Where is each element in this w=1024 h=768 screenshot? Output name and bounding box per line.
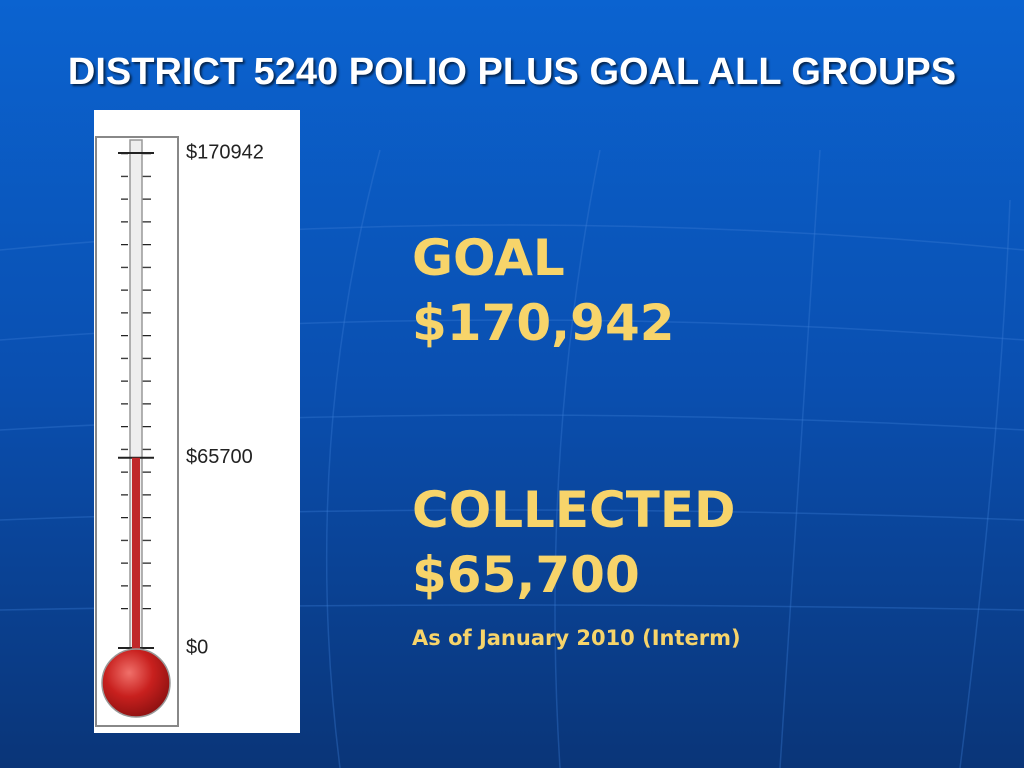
goal-amount: $170,942 (412, 294, 675, 352)
frame (95, 136, 179, 727)
date-note: As of January 2010 (Interm) (412, 626, 741, 650)
tick-label: $170942 (186, 141, 264, 163)
goal-label: GOAL (412, 229, 565, 287)
title: DISTRICT 5240 POLIO PLUS GOAL ALL GROUPS (67, 51, 957, 93)
tick-label: $65700 (186, 446, 253, 468)
bulb (101, 648, 171, 718)
collected-label: COLLECTED (412, 481, 736, 539)
mercury (132, 457, 140, 658)
collected-amount: $65,700 (412, 546, 640, 604)
tick-label: $0 (186, 636, 208, 658)
